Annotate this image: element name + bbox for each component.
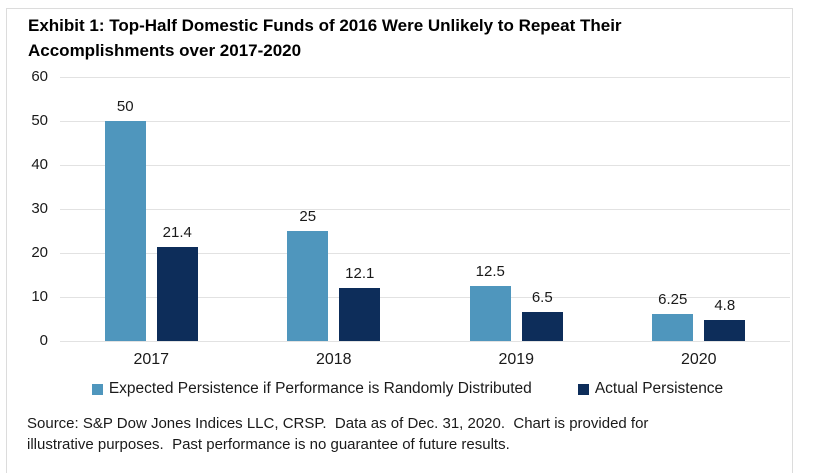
bar-chart: 50 21.4 25 12.1 12.5 6.5 6.25 4.8 0 10 20 30 40 50 60… xyxy=(0,68,815,377)
x-axis-label-2018: 2018 xyxy=(315,351,352,368)
y-tick-60: 60 xyxy=(31,68,48,85)
bar-actual-2017 xyxy=(156,246,198,341)
bar-expected-2017 xyxy=(104,121,146,341)
source-note: Source: S&P Dow Jones Indices LLC, CRSP.… xyxy=(27,413,797,455)
value-label-actual-2018: 12.1 xyxy=(345,264,375,282)
y-tick-30: 30 xyxy=(31,200,48,217)
value-label-expected-2019: 12.5 xyxy=(475,263,505,280)
gridline-60 xyxy=(60,77,790,78)
gridline-20 xyxy=(60,253,790,254)
x-axis-label-2017: 2017 xyxy=(133,351,170,368)
value-label-actual-2017: 21.4 xyxy=(162,223,192,241)
chart-title-line-1: Exhibit 1: Top-Half Domestic Funds of 20… xyxy=(28,16,622,35)
bar-actual-2020 xyxy=(704,319,746,341)
value-label-actual-2019: 6.5 xyxy=(531,289,553,307)
legend-label-actual: Actual Persistence xyxy=(594,380,724,397)
chart-title: Exhibit 1: Top-Half Domestic Funds of 20… xyxy=(28,13,798,63)
y-tick-10: 10 xyxy=(31,288,48,305)
gridline-10 xyxy=(60,297,790,298)
y-tick-0: 0 xyxy=(39,332,48,349)
bar-expected-2019 xyxy=(469,286,511,341)
bar-expected-2018 xyxy=(287,231,329,341)
bar-actual-2019 xyxy=(521,312,563,341)
chart-title-line-2: Accomplishments over 2017-2020 xyxy=(28,41,302,60)
value-label-actual-2020: 4.8 xyxy=(714,296,736,314)
y-tick-50: 50 xyxy=(31,112,48,129)
gridline-50 xyxy=(60,121,790,122)
x-axis-label-2019: 2019 xyxy=(498,351,535,368)
source-line-1: Source: S&P Dow Jones Indices LLC, CRSP.… xyxy=(27,415,649,432)
bar-expected-2020 xyxy=(652,313,694,341)
value-label-expected-2018: 25 xyxy=(299,208,317,225)
legend-label-expected: Expected Persistence if Performance is R… xyxy=(108,380,532,397)
legend-item-expected: Expected Persistence if Performance is R… xyxy=(91,380,532,398)
legend-swatch-actual xyxy=(577,383,589,395)
value-label-expected-2020: 6.25 xyxy=(658,290,688,308)
legend: Expected Persistence if Performance is R… xyxy=(0,380,815,398)
source-line-2: illustrative purposes. Past performance … xyxy=(27,436,510,453)
y-tick-20: 20 xyxy=(31,244,48,261)
legend-item-actual: Actual Persistence xyxy=(577,380,724,398)
gridline-40 xyxy=(60,165,790,166)
gridline-0 xyxy=(60,341,790,342)
bar-actual-2018 xyxy=(339,287,381,341)
value-label-expected-2017: 50 xyxy=(116,98,134,115)
gridline-30 xyxy=(60,209,790,210)
legend-swatch-expected xyxy=(91,383,103,395)
x-axis-label-2020: 2020 xyxy=(680,351,717,368)
plot-area: 50 21.4 25 12.1 12.5 6.5 6.25 4.8 xyxy=(60,77,790,342)
y-tick-40: 40 xyxy=(31,156,48,173)
